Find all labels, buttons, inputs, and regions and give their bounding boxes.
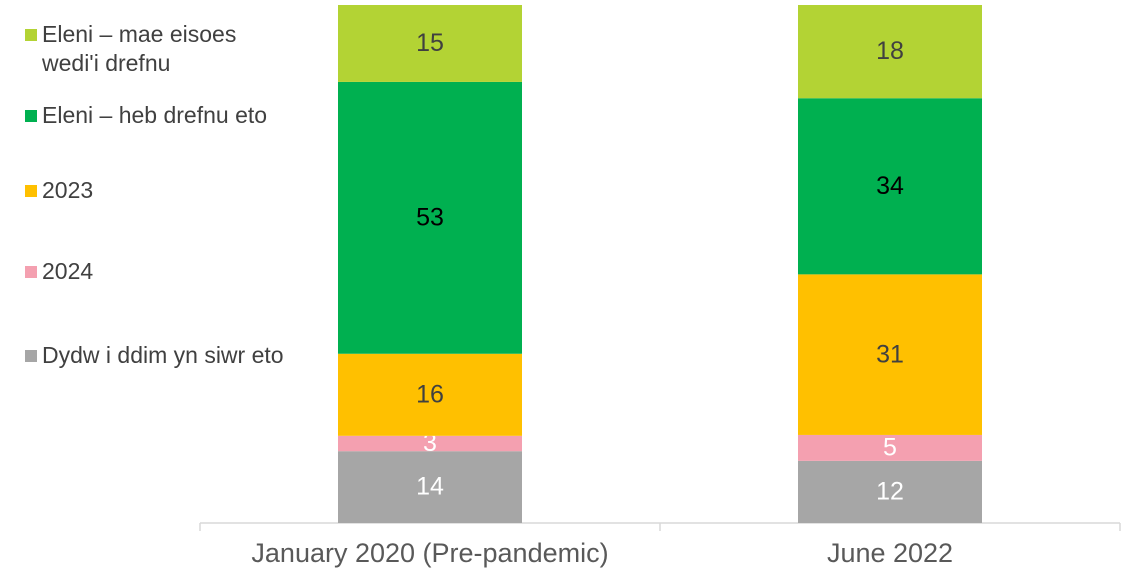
data-label: 3 bbox=[423, 429, 437, 457]
bar-segment bbox=[798, 98, 982, 275]
legend-swatch bbox=[25, 185, 37, 197]
legend-swatch bbox=[25, 29, 37, 41]
bar-segment bbox=[338, 435, 522, 452]
legend-item: Eleni – mae eisoes wedi'i drefnu bbox=[25, 20, 305, 78]
data-label: 53 bbox=[416, 203, 444, 231]
bar-segment bbox=[338, 5, 522, 82]
bar-segment bbox=[798, 5, 982, 99]
data-label: 18 bbox=[876, 37, 904, 65]
data-label: 15 bbox=[416, 29, 444, 57]
data-label: 34 bbox=[876, 172, 904, 200]
x-tick-label: January 2020 (Pre-pandemic) bbox=[251, 538, 608, 568]
data-label: 12 bbox=[876, 478, 904, 506]
legend-label: Dydw i ddim yn siwr eto bbox=[42, 342, 284, 368]
legend-label: 2023 bbox=[42, 177, 94, 203]
data-label: 14 bbox=[416, 473, 444, 501]
bar-segment bbox=[338, 353, 522, 436]
legend-swatch bbox=[25, 110, 37, 122]
legend-label: 2024 bbox=[42, 258, 94, 284]
legend-item: 2024 bbox=[25, 257, 305, 286]
bar-segment bbox=[338, 451, 522, 523]
legend-swatch bbox=[25, 266, 37, 278]
bar-segment bbox=[338, 81, 522, 354]
legend-item: Dydw i ddim yn siwr eto bbox=[25, 341, 305, 370]
x-tick-label: June 2022 bbox=[827, 538, 953, 568]
bar-segment bbox=[798, 274, 982, 435]
legend-swatch bbox=[25, 350, 37, 362]
data-label: 5 bbox=[883, 433, 897, 461]
data-label: 31 bbox=[876, 340, 904, 368]
bar-segment bbox=[798, 460, 982, 523]
legend-label: Eleni – heb drefnu eto bbox=[42, 102, 268, 128]
legend-item: Eleni – heb drefnu eto bbox=[25, 101, 305, 130]
legend-item: 2023 bbox=[25, 176, 305, 205]
bar-segment bbox=[798, 434, 982, 461]
legend-label: Eleni – mae eisoes wedi'i drefnu bbox=[42, 21, 237, 76]
data-label: 16 bbox=[416, 380, 444, 408]
